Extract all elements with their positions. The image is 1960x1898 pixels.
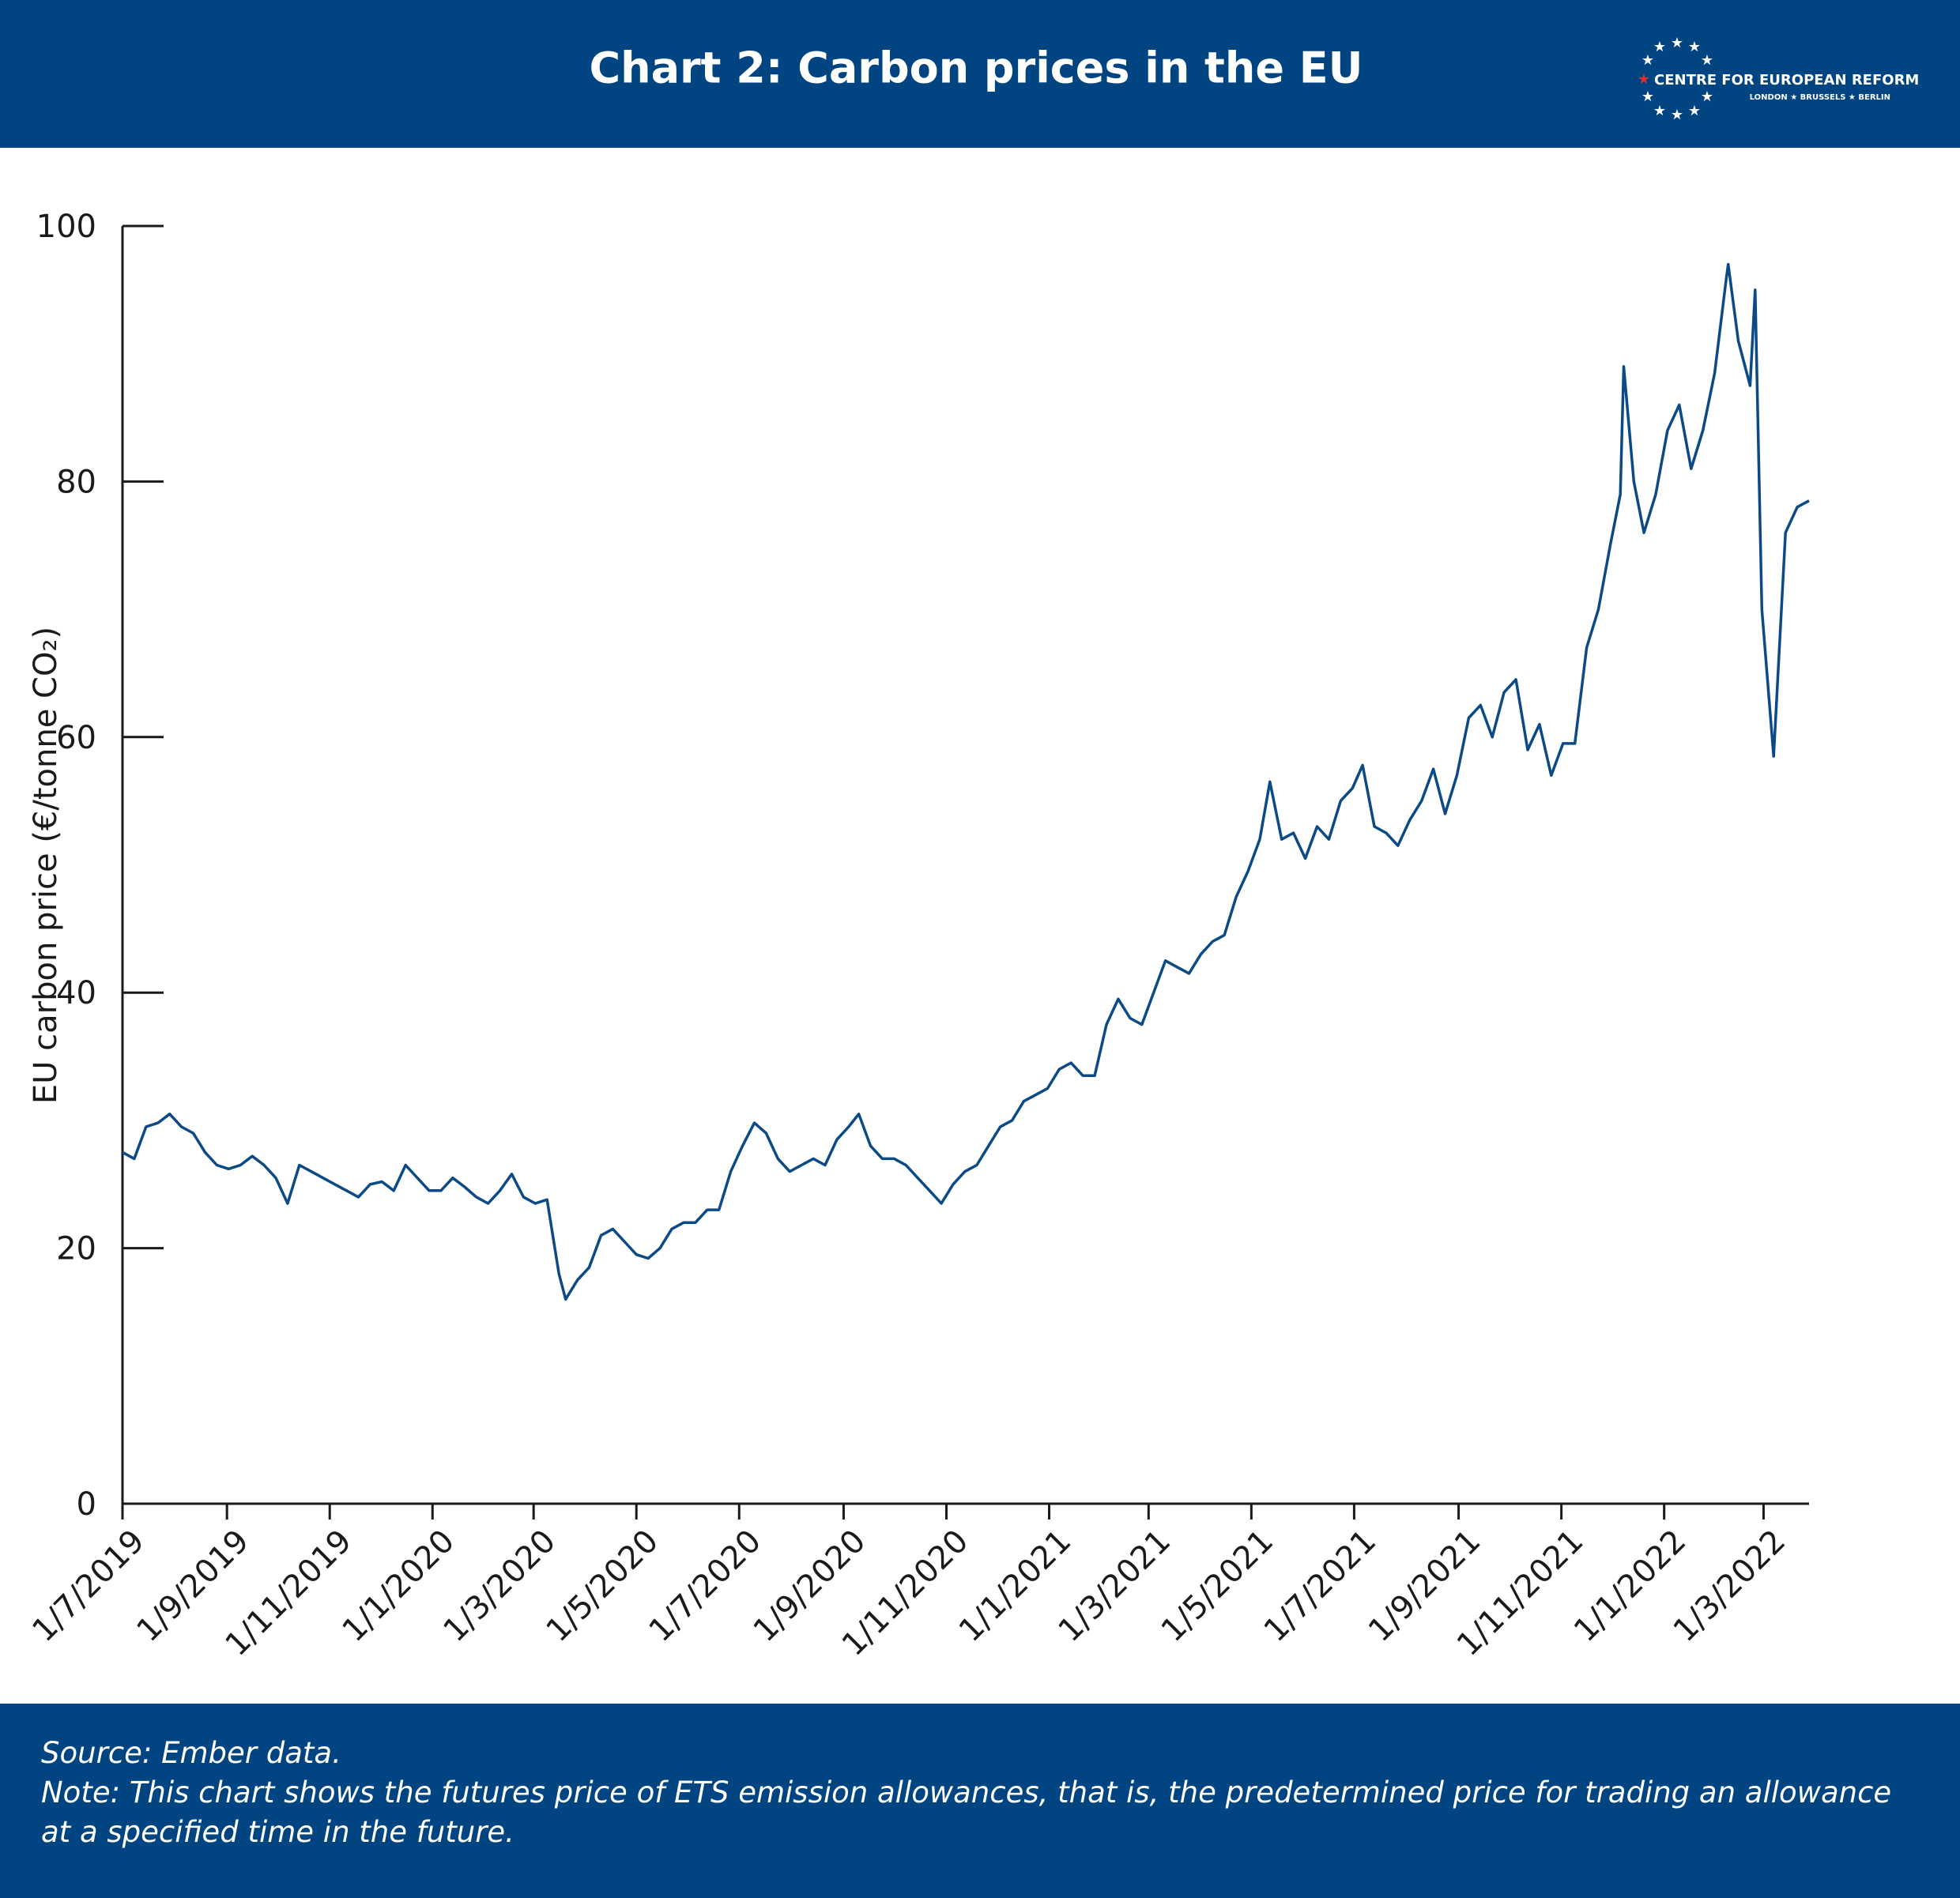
- svg-text:★: ★: [1671, 35, 1683, 51]
- y-tick-label: 20: [56, 1231, 96, 1267]
- y-tick-label: 40: [56, 975, 96, 1011]
- svg-text:★: ★: [1671, 107, 1683, 123]
- svg-text:★: ★: [1701, 88, 1713, 105]
- svg-text:★: ★: [1653, 39, 1666, 55]
- source: Source: Ember data.: [41, 1736, 341, 1770]
- logo-name: CENTRE FOR EUROPEAN REFORM: [1654, 72, 1919, 88]
- y-axis-label: EU carbon price (€/tonne CO₂): [28, 627, 64, 1104]
- svg-text:★: ★: [1688, 103, 1701, 119]
- y-tick-label: 0: [77, 1486, 96, 1523]
- chart-title: Chart 2: Carbon prices in the EU: [590, 43, 1363, 93]
- svg-text:★: ★: [1701, 52, 1713, 69]
- x-tick-label: 1/5/2020: [540, 1523, 666, 1649]
- y-tick-label: 80: [56, 464, 96, 500]
- y-tick-label: 60: [56, 720, 96, 756]
- x-tick-label: 1/7/2021: [1257, 1523, 1384, 1649]
- note: Note: This chart shows the futures price…: [41, 1776, 1892, 1849]
- x-tick-label: 1/7/2020: [643, 1523, 769, 1649]
- footer: Source: Ember data. Note: This chart sho…: [0, 1704, 1960, 1898]
- svg-text:★: ★: [1688, 39, 1701, 55]
- logo-cities: LONDON ★ BRUSSELS ★ BERLIN: [1750, 93, 1890, 102]
- x-tick-label: 1/3/2020: [436, 1523, 563, 1649]
- price-line: [122, 262, 1810, 1301]
- x-tick-label: 1/7/2019: [25, 1523, 152, 1649]
- chart: Chart 2: Carbon prices in the EU ★ ★ ★ ★ ★ …: [25, 35, 1919, 1663]
- x-tick-label: 1/5/2021: [1155, 1523, 1281, 1649]
- svg-text:★: ★: [1638, 71, 1650, 88]
- svg-text:★: ★: [1653, 103, 1666, 119]
- svg-text:★: ★: [1642, 52, 1654, 69]
- logo-stars: ★ ★ ★ ★ ★ ★ ★ ★ ★ ★ ★: [1638, 35, 1713, 123]
- svg-text:★: ★: [1642, 88, 1654, 105]
- y-tick-label: 100: [36, 209, 96, 245]
- header-bar: [0, 0, 1960, 148]
